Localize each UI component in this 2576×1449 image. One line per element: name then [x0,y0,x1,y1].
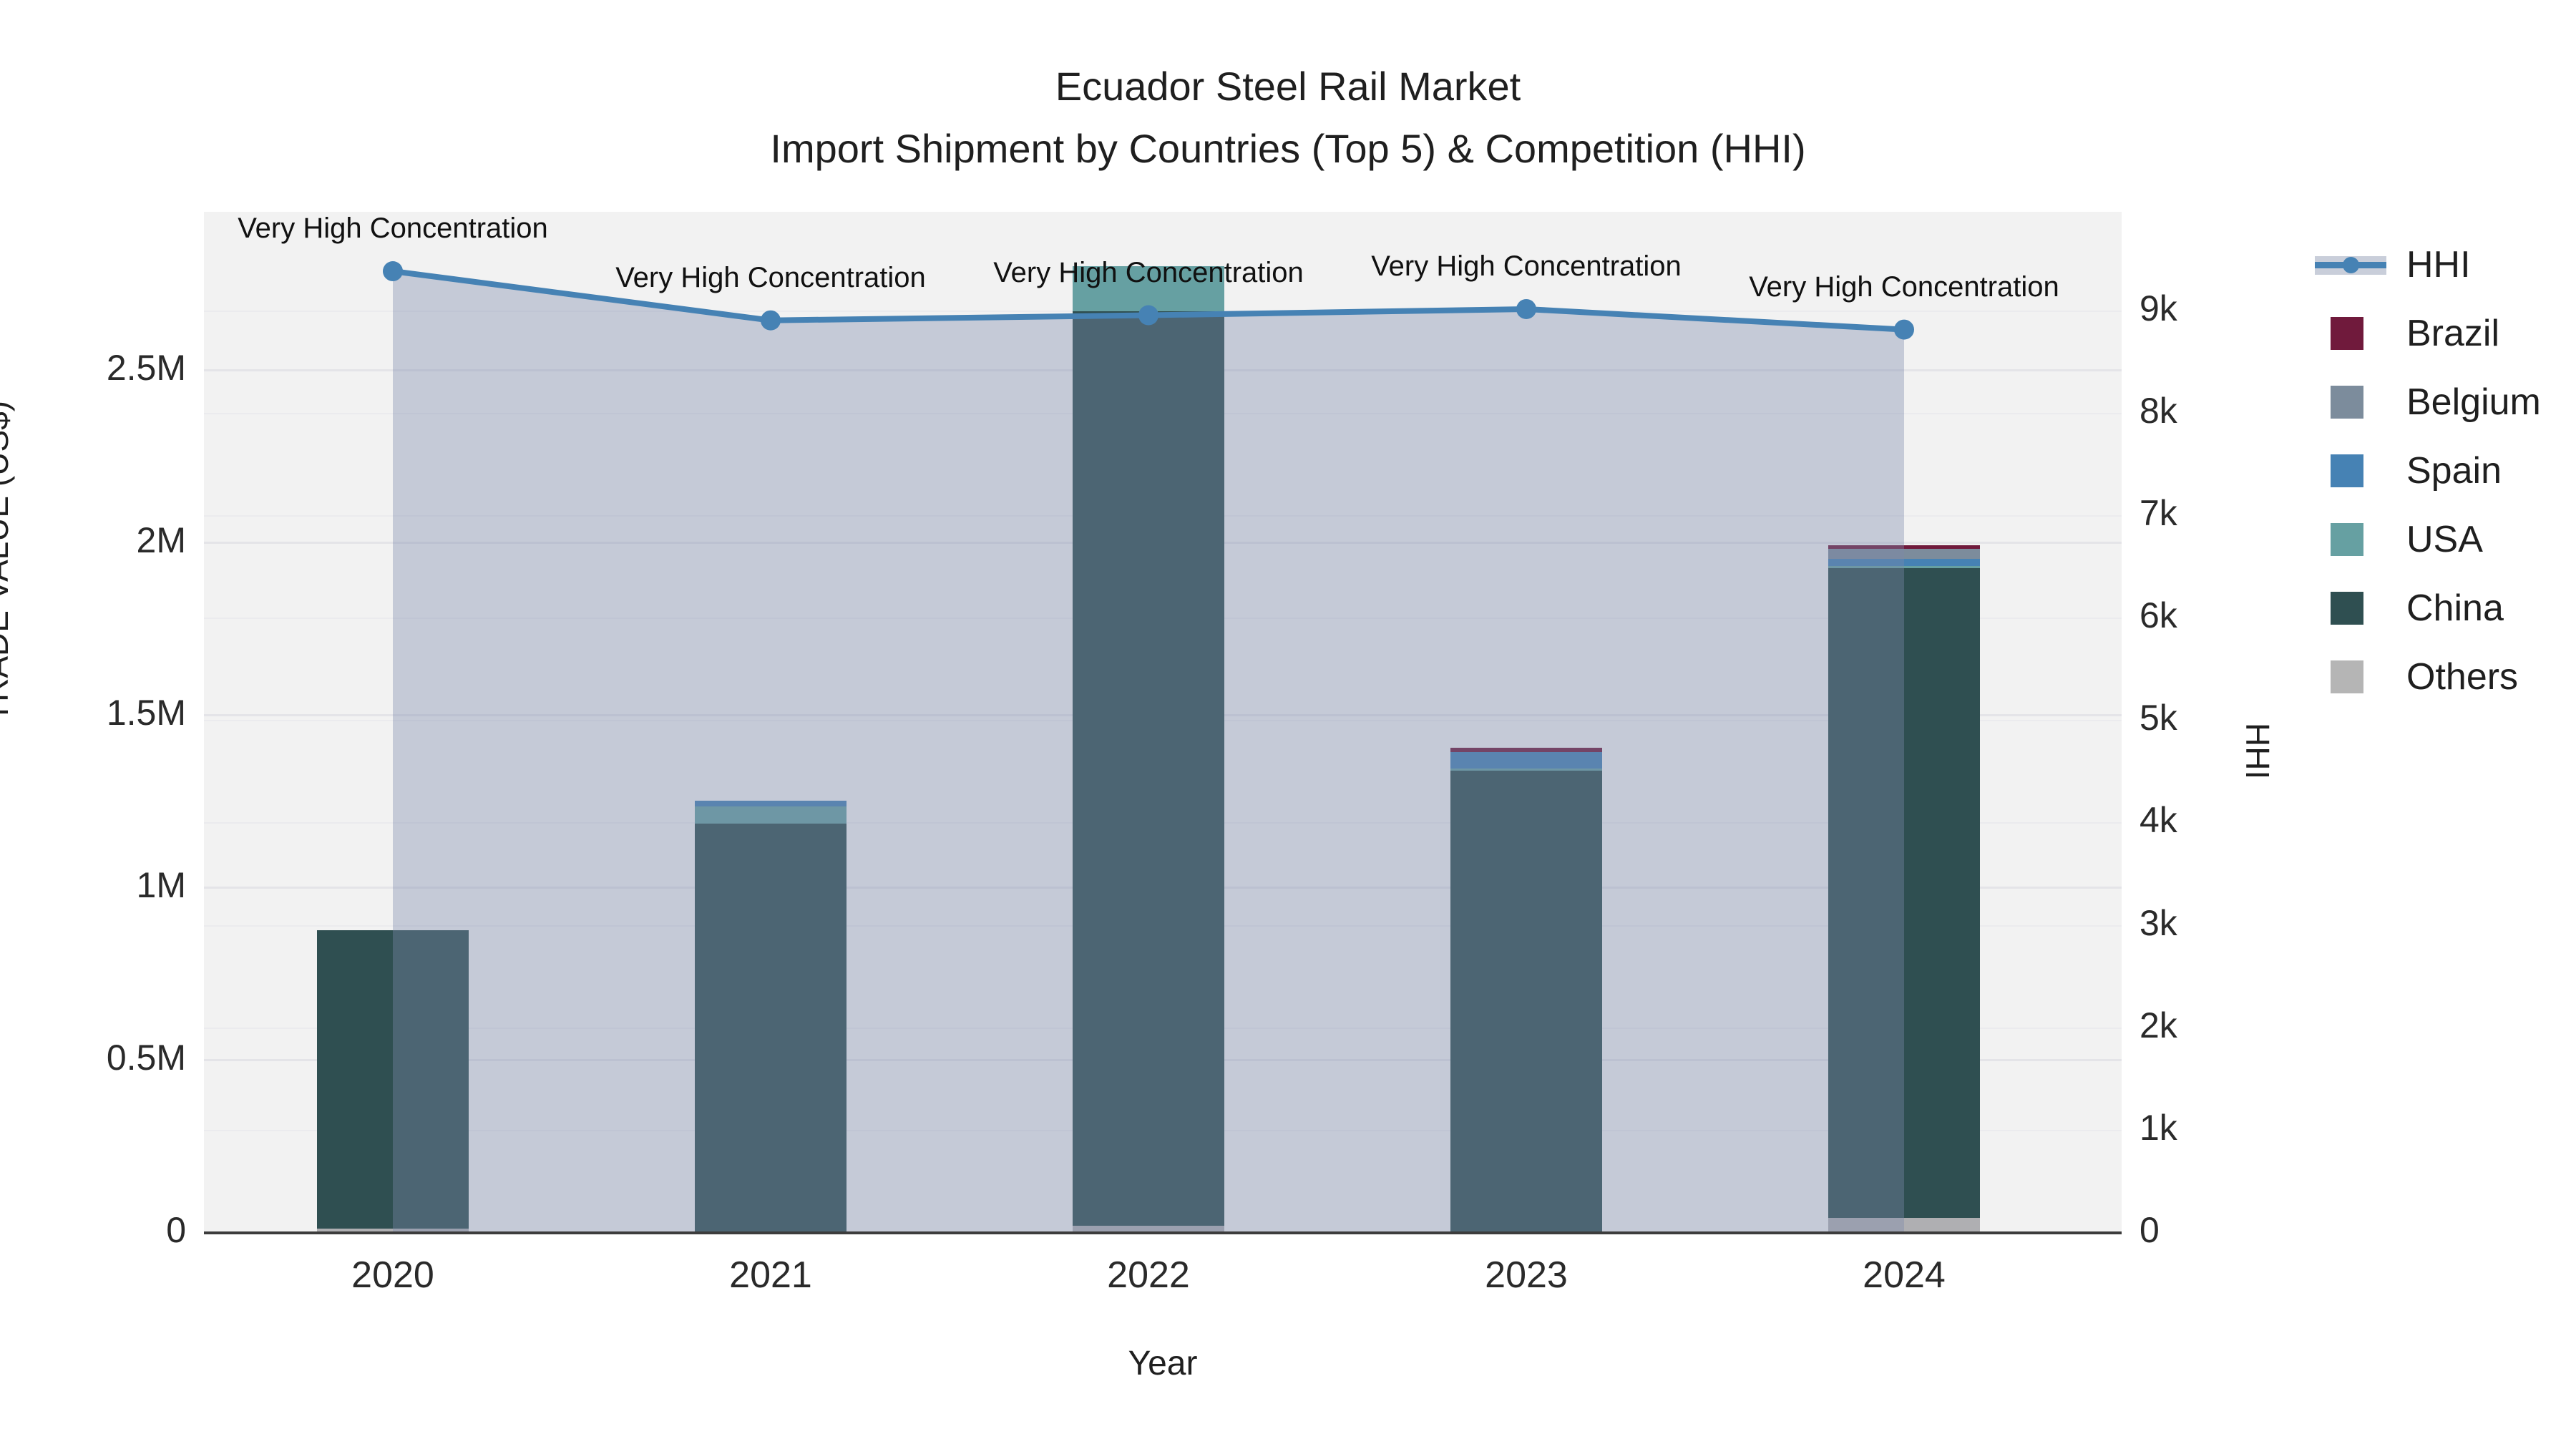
others-swatch-icon [2315,643,2386,711]
y-left-tick-1M: 1M [136,864,186,905]
legend-label: HHI [2406,244,2471,286]
usa-swatch-icon [2315,505,2386,574]
y-right-tick-3k: 3k [2140,902,2177,943]
y-right-tick-0: 0 [2140,1210,2160,1250]
y-left-tick-0: 0 [166,1210,186,1250]
y-right-tick-8k: 8k [2140,390,2177,431]
bar-segment-spain-2023[interactable] [1450,752,1602,769]
legend-label: Brazil [2406,313,2500,354]
legend-label: Spain [2406,450,2502,492]
bar-segment-brazil-2024[interactable] [1828,545,1980,550]
bar-segment-others-2024[interactable] [1828,1218,1980,1233]
y-left-tick-1.5M: 1.5M [106,692,186,733]
legend-label: Belgium [2406,381,2541,423]
bar-segment-china-2022[interactable] [1073,311,1224,1226]
bar-segment-spain-2021[interactable] [695,800,847,807]
chart-title-line1: Ecuador Steel Rail Market [1055,64,1521,109]
y-left-tick-2M: 2M [136,519,186,560]
y-right-tick-2k: 2k [2140,1005,2177,1045]
chart-title-line2: Import Shipment by Countries (Top 5) & C… [770,125,1806,171]
y-right-tick-6k: 6k [2140,595,2177,636]
legend-item-others[interactable]: Others [2315,643,2541,711]
bar-segment-usa-2024[interactable] [1828,565,1980,568]
x-tick-2021: 2021 [729,1254,812,1296]
hhi-marker-2022[interactable] [1138,305,1158,326]
bar-segment-china-2021[interactable] [695,823,847,1233]
y-right-tick-9k: 9k [2140,288,2177,328]
legend-label: Others [2406,656,2519,698]
bar-segment-others-2020[interactable] [317,1228,469,1233]
bar-segment-others-2022[interactable] [1073,1226,1224,1233]
x-axis-title: Year [1128,1345,1198,1382]
legend-item-china[interactable]: China [2315,574,2541,643]
chart-title: Ecuador Steel Rail Market Import Shipmen… [0,56,2576,180]
x-tick-2020: 2020 [351,1254,434,1296]
x-axis-line [204,1231,2122,1234]
plot-area: Very High Concentration Very High Concent… [204,212,2122,1234]
annotation-2020: Very High Concentration [238,213,548,244]
annotation-2022: Very High Concentration [993,256,1304,288]
spain-swatch-icon [2315,436,2386,505]
legend-item-brazil[interactable]: Brazil [2315,299,2541,368]
hhi-line-icon [2315,230,2386,299]
bar-segment-spain-2024[interactable] [1828,559,1980,566]
x-tick-2024: 2024 [1863,1254,1946,1296]
y-axis-right-title: HHI [2239,723,2276,780]
bar-segment-usa-2021[interactable] [695,806,847,824]
bar-segment-usa-2023[interactable] [1450,769,1602,771]
bar-segment-usa-2022[interactable] [1073,265,1224,311]
y-right-tick-1k: 1k [2140,1107,2177,1148]
hhi-line-chart [383,261,1914,1234]
y-left-tick-2.5M: 2.5M [106,347,186,388]
bar-segment-china-2023[interactable] [1450,770,1602,1233]
legend-item-belgium[interactable]: Belgium [2315,368,2541,436]
annotation-2024: Very High Concentration [1749,270,2059,303]
hhi-marker-2024[interactable] [1894,319,1914,340]
legend: HHI Brazil Belgium Spain USA China Others [2315,230,2541,711]
x-tick-2022: 2022 [1107,1254,1190,1296]
legend-item-spain[interactable]: Spain [2315,436,2541,505]
annotation-2021: Very High Concentration [615,261,926,293]
hhi-marker-2020[interactable] [383,261,403,282]
legend-item-usa[interactable]: USA [2315,505,2541,574]
hhi-marker-2023[interactable] [1516,298,1536,319]
bar-segment-china-2020[interactable] [317,930,469,1229]
y-right-tick-5k: 5k [2140,698,2177,738]
belgium-swatch-icon [2315,368,2386,436]
bar-segment-belgium-2024[interactable] [1828,549,1980,560]
bar-segment-brazil-2023[interactable] [1450,747,1602,753]
annotation-2023: Very High Concentration [1371,250,1682,282]
hhi-area-fill [393,271,1904,1234]
y-left-tick-0.5M: 0.5M [106,1037,186,1078]
legend-label: China [2406,587,2504,629]
brazil-swatch-icon [2315,299,2386,368]
y-right-tick-4k: 4k [2140,800,2177,841]
china-swatch-icon [2315,574,2386,643]
y-right-tick-7k: 7k [2140,493,2177,534]
bar-segment-china-2024[interactable] [1828,568,1980,1219]
y-axis-left-title: TRADE VALUE (US$) [0,400,15,722]
legend-label: USA [2406,519,2483,560]
x-tick-2023: 2023 [1485,1254,1568,1296]
legend-item-hhi[interactable]: HHI [2315,230,2541,299]
hhi-marker-2021[interactable] [761,310,781,331]
